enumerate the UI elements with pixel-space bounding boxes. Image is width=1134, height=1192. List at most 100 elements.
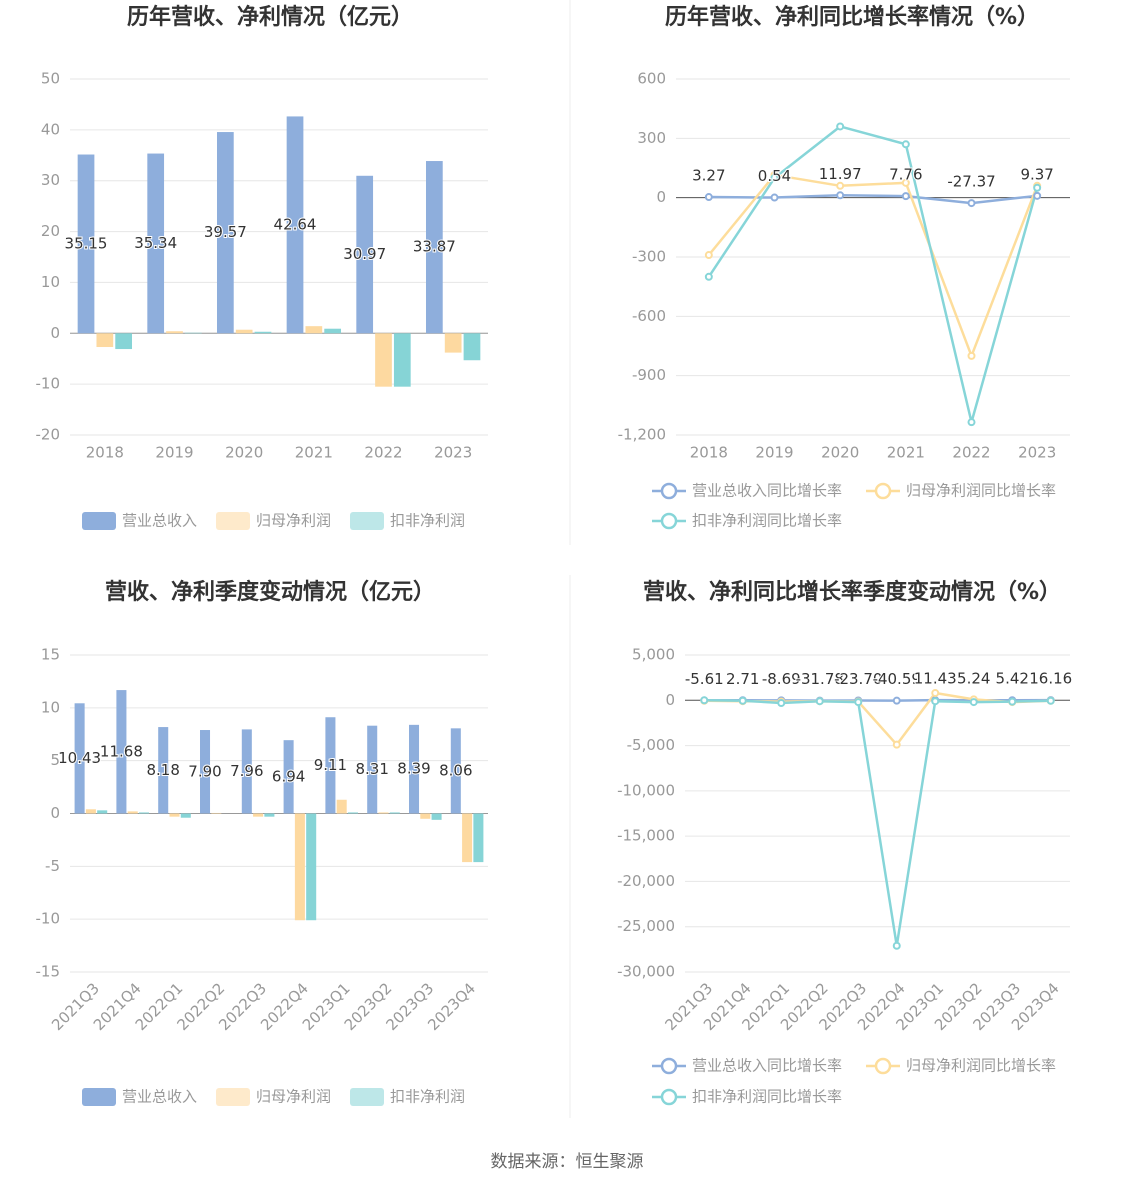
data-label: 16.16 [1029, 670, 1072, 688]
data-label: 39.57 [204, 223, 247, 241]
bar [305, 326, 323, 334]
data-label: 7.76 [889, 166, 922, 184]
point [901, 178, 910, 187]
bar [393, 333, 411, 387]
point [738, 696, 747, 705]
data-label: 0.54 [758, 167, 791, 185]
bar [180, 813, 191, 818]
legend-label: 营业总收入 [122, 512, 197, 530]
x-tick-label: 2023 [1018, 444, 1056, 462]
bar [169, 813, 180, 817]
point [1033, 183, 1042, 192]
bar [367, 725, 378, 814]
point [892, 740, 901, 749]
chart-title: 营收、净利同比增长率季度变动情况（%） [643, 579, 1061, 605]
point [1046, 696, 1055, 705]
point [836, 181, 845, 190]
y-tick-label: -900 [632, 366, 666, 384]
x-tick-label: 2022 [364, 444, 402, 462]
point [700, 696, 709, 705]
y-tick-label: -300 [632, 248, 666, 266]
data-label: 11.43 [914, 670, 957, 688]
bar [463, 333, 481, 361]
y-tick-label: -10,000 [617, 781, 675, 799]
bar [127, 811, 138, 814]
bar [85, 809, 96, 814]
legend-label: 营业总收入同比增长率 [692, 482, 842, 500]
bar [444, 333, 462, 353]
point [931, 689, 940, 698]
data-label: -40.59 [873, 670, 921, 688]
data-label: 10.43 [58, 749, 101, 767]
data-label: 42.64 [274, 215, 317, 233]
data-label: 33.87 [413, 238, 456, 256]
line [707, 125, 1039, 423]
data-label: 11.68 [100, 742, 143, 760]
point [770, 193, 779, 202]
bar [431, 813, 442, 820]
data-label: 8.06 [439, 761, 472, 779]
y-tick-label: -15 [36, 963, 61, 981]
bar [235, 329, 253, 334]
data-label: 11.97 [819, 165, 862, 183]
bar [77, 154, 95, 334]
point [815, 697, 824, 706]
point [854, 698, 863, 707]
bar [264, 813, 275, 817]
bar [408, 724, 420, 814]
bar [166, 331, 183, 334]
point [969, 698, 978, 707]
bar [216, 132, 234, 334]
bar [147, 153, 165, 334]
legend-swatch [660, 1057, 678, 1075]
x-tick-label: 2018 [86, 444, 124, 462]
point [770, 173, 779, 182]
bar [450, 728, 461, 814]
legend-label: 归母净利润 [256, 512, 331, 530]
data-label: 8.39 [397, 760, 430, 778]
chart-title: 营收、净利季度变动情况（亿元） [105, 579, 435, 605]
y-tick-label: 0 [50, 804, 60, 822]
point [704, 193, 713, 202]
legend-label: 扣非净利润 [390, 1088, 465, 1106]
x-tick-label: 2019 [755, 444, 793, 462]
legend-swatch [874, 1057, 892, 1075]
y-tick-label: -600 [632, 307, 666, 325]
bar [211, 812, 222, 814]
y-tick-label: 20 [41, 222, 60, 240]
legend-swatch [82, 512, 116, 530]
y-tick-label: 5 [50, 751, 60, 769]
bar [420, 813, 431, 819]
x-tick-label: 2022 [952, 444, 990, 462]
bar [375, 333, 392, 387]
data-label: 30.97 [343, 245, 386, 263]
data-label: 35.34 [134, 234, 177, 252]
bar [286, 116, 304, 334]
y-tick-label: -1,200 [618, 426, 666, 444]
line [704, 699, 1051, 946]
data-label: 8.31 [356, 760, 389, 778]
y-tick-label: -20 [36, 426, 61, 444]
legend-label: 扣非净利润同比增长率 [692, 1088, 842, 1106]
x-tick-label: 2019 [155, 444, 193, 462]
bar [253, 813, 264, 817]
bar [115, 333, 133, 350]
legend-label: 营业总收入 [122, 1088, 197, 1106]
chart-title: 历年营收、净利同比增长率情况（%） [665, 4, 1039, 30]
legend-swatch [660, 482, 678, 500]
bar [241, 729, 252, 814]
data-label: -31.78 [796, 670, 844, 688]
point [1033, 191, 1042, 200]
bar [425, 161, 443, 334]
x-tick-label: 2021 [295, 444, 333, 462]
point [892, 696, 901, 705]
bar [158, 727, 169, 814]
y-tick-label: 10 [41, 698, 60, 716]
point [704, 251, 713, 260]
y-tick-label: -10 [36, 375, 61, 393]
y-tick-label: 0 [665, 691, 675, 709]
bar [97, 810, 108, 814]
legend-swatch [350, 512, 384, 530]
